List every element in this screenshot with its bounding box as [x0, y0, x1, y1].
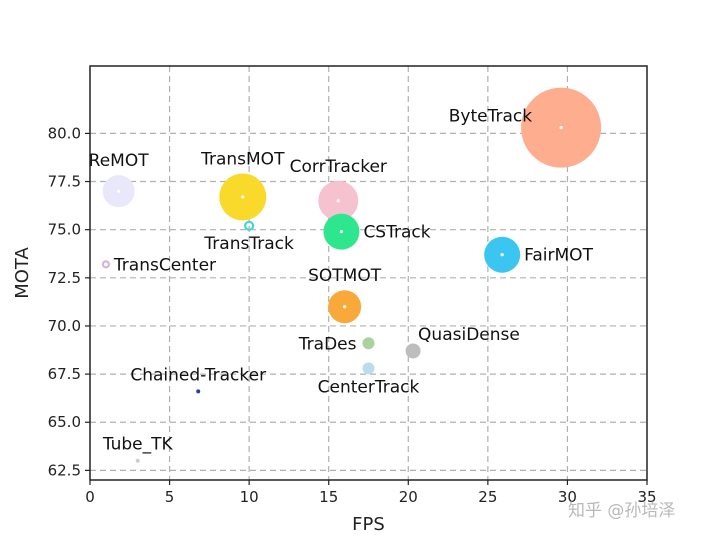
- point-label-trades: TraDes: [298, 334, 357, 354]
- point-center-cstrack: [339, 230, 344, 234]
- point-quasidense: [405, 343, 421, 359]
- x-tick-label: 5: [165, 488, 175, 506]
- point-label-transtrack: TransTrack: [203, 234, 294, 254]
- y-tick-label: 65.0: [48, 413, 81, 431]
- point-label-transcenter: TransCenter: [113, 255, 216, 275]
- x-tick-label: 10: [240, 488, 259, 506]
- point-label-remot: ReMOT: [89, 151, 150, 171]
- plot-frame: [89, 65, 648, 481]
- point-center-corrtracker: [336, 199, 340, 203]
- point-label-corrtracker: CorrTracker: [290, 157, 387, 177]
- watermark: 知乎 @孙培泽: [568, 501, 676, 521]
- point-label-transmot: TransMOT: [200, 149, 285, 169]
- x-tick-label: 25: [478, 488, 497, 506]
- point-label-quasidense: QuasiDense: [418, 325, 520, 345]
- x-tick-label: 35: [637, 488, 656, 506]
- point-label-tube-tk: Tube_TK: [102, 435, 174, 455]
- point-label-fairmot: FairMOT: [524, 246, 593, 266]
- x-tick-label: 30: [558, 488, 577, 506]
- y-axis-label: MOTA: [12, 247, 33, 299]
- point-center-remot: [117, 189, 121, 193]
- point-trades: [362, 337, 375, 350]
- data-points: ByteTrack ReMOT TransMOT CorrTracker TransTr…: [89, 87, 602, 463]
- point-center-sotmot: [343, 305, 347, 309]
- y-tick-label: 80.0: [48, 124, 81, 142]
- point-label-chained-tracker: Chained-Tracker: [130, 365, 266, 385]
- point-center-fairmot: [500, 253, 504, 257]
- y-tick-label: 62.5: [48, 461, 81, 479]
- y-tick-label: 75.0: [48, 221, 81, 239]
- axis-ticks: 0 5 10 15 20 25 30 35 62.5 65.0 67.5 70.0 72.5 75.0 77…: [48, 124, 657, 506]
- point-center-bytetrack: [559, 126, 563, 130]
- x-tick-label: 20: [399, 488, 418, 506]
- point-label-cstrack: CSTrack: [363, 223, 430, 243]
- point-center-transmot: [241, 195, 245, 199]
- point-centertrack: [362, 362, 375, 375]
- point-transcenter: [101, 260, 111, 269]
- y-tick-label: 77.5: [48, 173, 81, 191]
- x-tick-label: 15: [319, 488, 338, 506]
- point-tube-tk: [135, 458, 140, 463]
- point-transtrack: [244, 220, 255, 231]
- y-tick-label: 72.5: [48, 269, 81, 287]
- point-chained-tracker: [196, 389, 201, 394]
- x-axis-label: FPS: [352, 514, 385, 535]
- point-label-sotmot: SOTMOT: [308, 266, 382, 286]
- y-tick-label: 70.0: [48, 317, 81, 335]
- y-tick-label: 67.5: [48, 365, 81, 383]
- point-label-bytetrack: ByteTrack: [449, 107, 532, 127]
- point-label-centertrack: CenterTrack: [318, 377, 420, 397]
- x-tick-label: 0: [85, 488, 95, 506]
- grid-lines: [90, 66, 647, 480]
